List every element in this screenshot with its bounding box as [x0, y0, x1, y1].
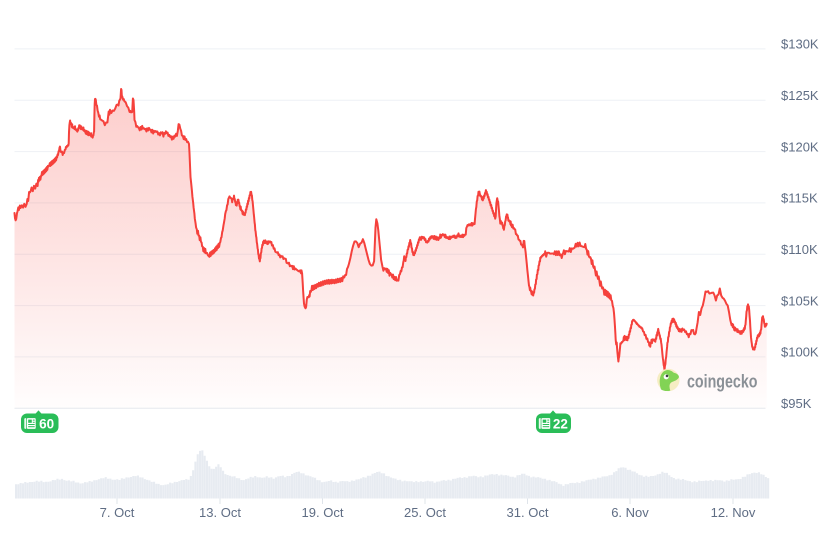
svg-text:19. Oct: 19. Oct: [302, 505, 344, 520]
svg-text:$110K: $110K: [781, 242, 818, 257]
svg-text:25. Oct: 25. Oct: [404, 505, 446, 520]
svg-text:$95K: $95K: [781, 396, 812, 411]
svg-text:$105K: $105K: [781, 293, 819, 308]
svg-text:$130K: $130K: [781, 37, 819, 52]
svg-text:60: 60: [39, 416, 54, 431]
svg-text:7. Oct: 7. Oct: [100, 505, 135, 520]
svg-text:$115K: $115K: [781, 191, 818, 206]
svg-text:$125K: $125K: [781, 88, 819, 103]
svg-text:31. Oct: 31. Oct: [507, 505, 549, 520]
svg-text:22: 22: [553, 416, 568, 431]
svg-text:6. Nov: 6. Nov: [611, 505, 649, 520]
svg-text:13. Oct: 13. Oct: [199, 505, 241, 520]
svg-text:12. Nov: 12. Nov: [711, 505, 756, 520]
svg-text:$100K: $100K: [781, 345, 819, 360]
svg-text:$120K: $120K: [781, 139, 819, 154]
svg-text:coingecko: coingecko: [687, 370, 758, 391]
